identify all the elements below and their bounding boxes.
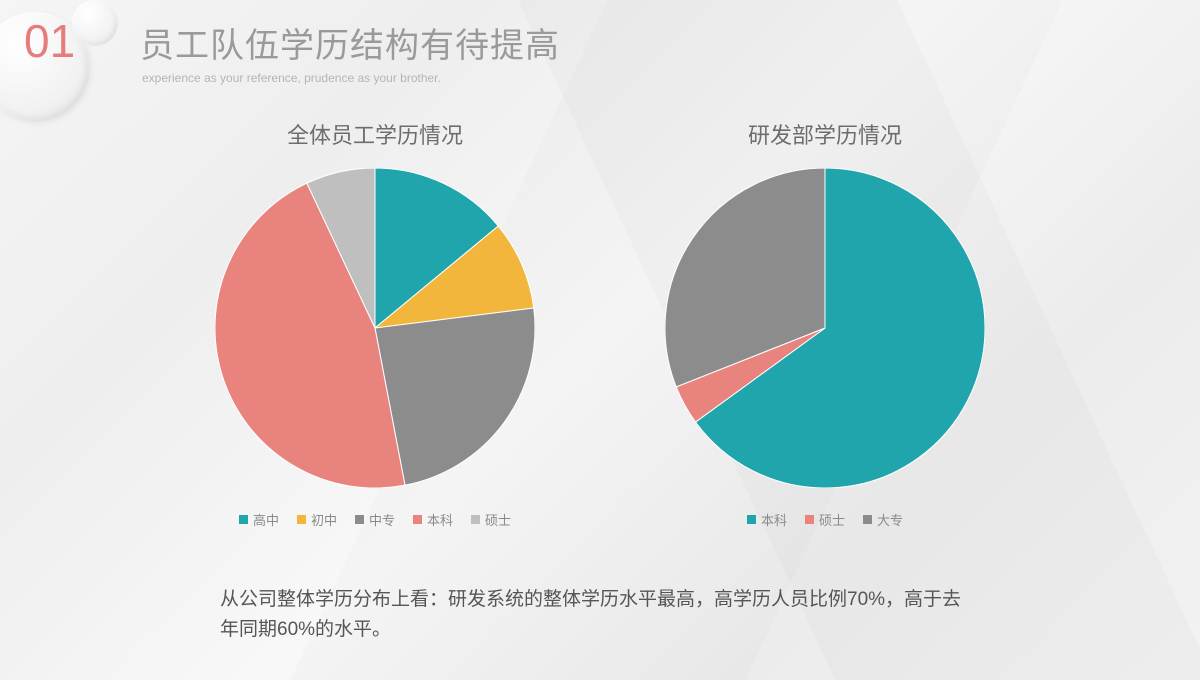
footer-text: 从公司整体学历分布上看：研发系统的整体学历水平最高，高学历人员比例70%，高于去… — [220, 585, 980, 644]
legend-swatch — [297, 515, 306, 524]
legend-label: 高中 — [253, 510, 279, 529]
charts-row: 全体员工学历情况 高中 初中 中专 本科 硕士 研发部学历情况 本科 硕士 大专 — [0, 118, 1200, 529]
page-subtitle: experience as your reference, prudence a… — [142, 71, 1170, 85]
chart-right-block: 研发部学历情况 本科 硕士 大专 — [665, 118, 985, 529]
legend-label: 大专 — [877, 510, 903, 529]
pie-chart-right — [665, 168, 985, 488]
chart-right-title: 研发部学历情况 — [748, 118, 902, 150]
legend-item: 硕士 — [805, 510, 845, 529]
pie-chart-left — [215, 168, 535, 488]
legend-item: 本科 — [747, 510, 787, 529]
legend-item: 硕士 — [471, 510, 511, 529]
legend-swatch — [239, 515, 248, 524]
legend-swatch — [413, 515, 422, 524]
legend-item: 初中 — [297, 510, 337, 529]
legend-label: 中专 — [369, 510, 395, 529]
legend-label: 硕士 — [485, 510, 511, 529]
chart-left-block: 全体员工学历情况 高中 初中 中专 本科 硕士 — [215, 118, 535, 529]
legend-label: 本科 — [761, 510, 787, 529]
legend-label: 本科 — [427, 510, 453, 529]
legend-swatch — [747, 515, 756, 524]
legend-left: 高中 初中 中专 本科 硕士 — [239, 510, 511, 529]
chart-left-title: 全体员工学历情况 — [287, 118, 463, 150]
page-title: 员工队伍学历结构有待提高 — [140, 18, 1170, 67]
legend-swatch — [471, 515, 480, 524]
legend-swatch — [863, 515, 872, 524]
legend-swatch — [355, 515, 364, 524]
legend-item: 中专 — [355, 510, 395, 529]
slide-number: 01 — [24, 14, 75, 68]
legend-item: 大专 — [863, 510, 903, 529]
legend-right: 本科 硕士 大专 — [747, 510, 903, 529]
header: 01 员工队伍学历结构有待提高 experience as your refer… — [30, 18, 1170, 85]
legend-item: 高中 — [239, 510, 279, 529]
legend-item: 本科 — [413, 510, 453, 529]
legend-label: 硕士 — [819, 510, 845, 529]
legend-swatch — [805, 515, 814, 524]
legend-label: 初中 — [311, 510, 337, 529]
